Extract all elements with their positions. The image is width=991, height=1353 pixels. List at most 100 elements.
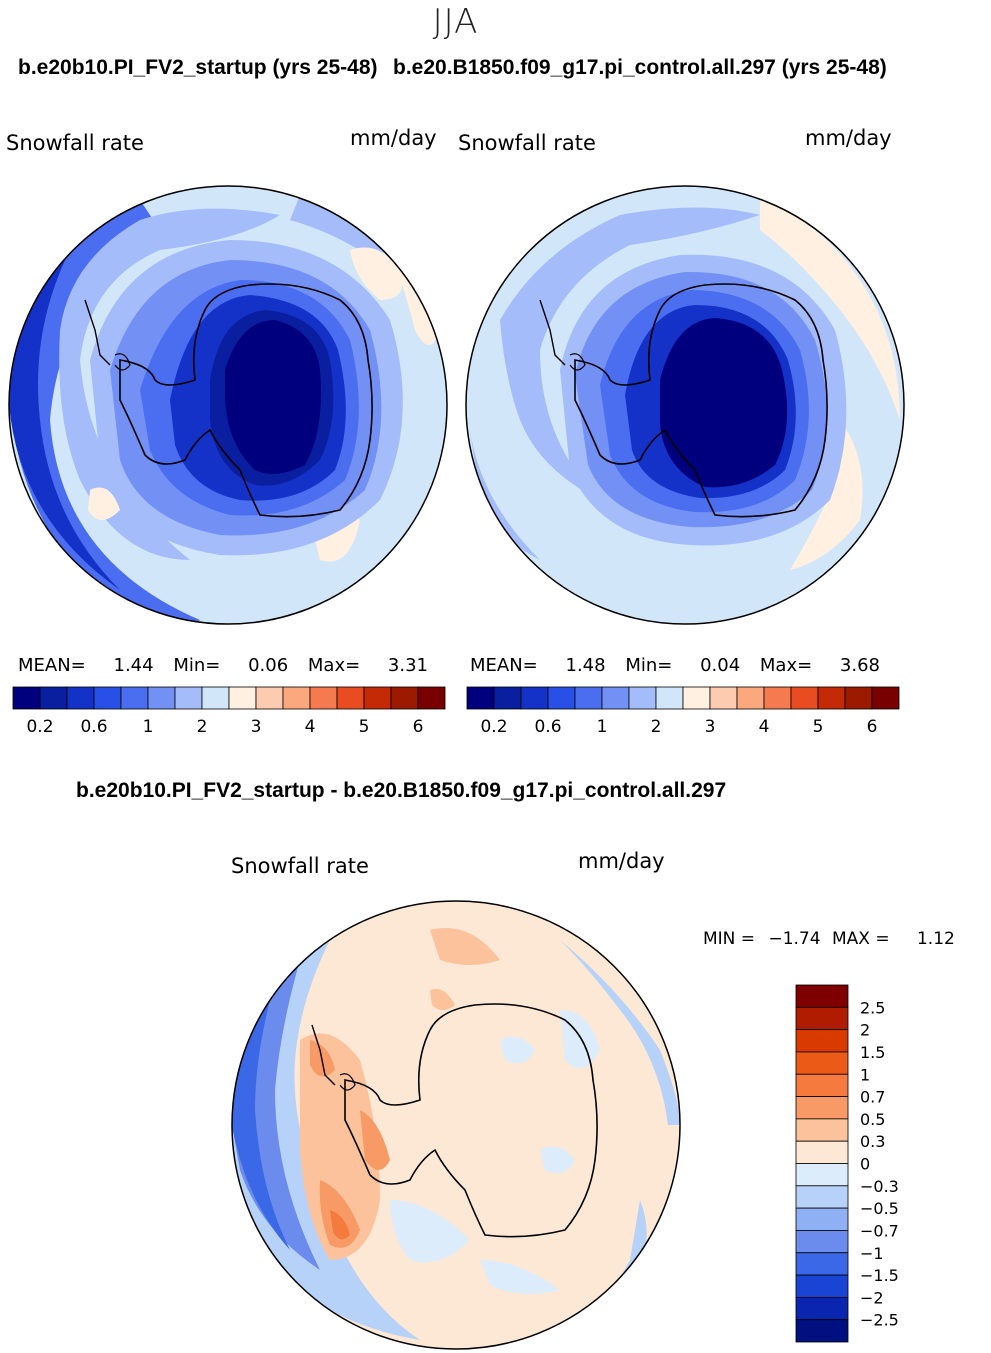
diff-min-value: −1.74: [768, 929, 821, 949]
right-colorbar-swatch: [709, 686, 738, 710]
right-stats: MEAN= 1.48 Min= 0.04 Max= 3.68: [470, 655, 880, 676]
left-colorbar-swatch: [363, 686, 392, 710]
diff-colorbar-swatch: [795, 1073, 849, 1097]
diff-variable-label: Snowfall rate: [231, 854, 369, 878]
right-colorbar-swatch: [628, 686, 657, 710]
diff-units-label: mm/day: [578, 849, 665, 873]
right-colorbar-tick-label: 0.2: [480, 717, 507, 737]
right-mean-label: MEAN=: [470, 655, 538, 676]
right-colorbar-tick-label: 0.6: [534, 717, 561, 737]
left-colorbar-swatch: [255, 686, 284, 710]
diff-colorbar-swatch: [795, 1319, 849, 1343]
diff-colorbar-label: −2.5: [860, 1311, 899, 1330]
right-colorbar-swatch: [574, 686, 603, 710]
left-stats: MEAN= 1.44 Min= 0.06 Max= 3.31: [18, 655, 428, 676]
left-colorbar-tick-label: 2: [197, 717, 208, 737]
left-mean-value: 1.44: [113, 655, 154, 676]
diff-colorbar-label: 0.5: [860, 1110, 885, 1129]
diff-colorbar-label: −1: [860, 1244, 884, 1263]
diff-colorbar-label: −0.7: [860, 1221, 899, 1240]
right-colorbar-tick-label: 6: [867, 717, 878, 737]
right-panel-title: b.e20.B1850.f09_g17.pi_control.all.297 (…: [393, 56, 887, 79]
right-units-label: mm/day: [805, 126, 892, 150]
diff-colorbar-swatch: [795, 1163, 849, 1187]
left-colorbar-swatch: [336, 686, 365, 710]
right-colorbar-swatch: [493, 686, 522, 710]
diff-colorbar-swatch: [795, 1207, 849, 1231]
diff-min-label: MIN =: [703, 929, 756, 949]
diff-colorbar-label: −2: [860, 1288, 884, 1307]
right-colorbar: 0.2 0.6 1 2 3 4 5 6: [466, 686, 900, 737]
left-colorbar-tick-label: 6: [413, 717, 424, 737]
right-max-label: Max=: [759, 655, 813, 676]
diff-colorbar-swatch: [795, 1051, 849, 1075]
left-colorbar-swatch: [282, 686, 311, 710]
difference-polar-map: [232, 901, 680, 1349]
left-colorbar-swatch: [66, 686, 95, 710]
left-colorbar-swatch: [93, 686, 122, 710]
diff-colorbar-swatch: [795, 1140, 849, 1164]
right-colorbar-swatch: [466, 686, 495, 710]
right-colorbar-swatch: [655, 686, 684, 710]
right-colorbar-swatch: [817, 686, 846, 710]
diff-colorbar-label: 1.5: [860, 1043, 885, 1062]
left-colorbar-swatch: [309, 686, 338, 710]
difference-title: b.e20b10.PI_FV2_startup - b.e20.B1850.f0…: [76, 779, 727, 802]
diff-colorbar-swatch: [795, 1230, 849, 1254]
diff-colorbar-label: −1.5: [860, 1266, 899, 1285]
left-colorbar-tick-label: 0.2: [26, 717, 53, 737]
left-variable-label: Snowfall rate: [6, 131, 144, 155]
left-colorbar-swatch: [417, 686, 446, 710]
left-polar-map: [9, 186, 447, 624]
left-colorbar-swatch: [39, 686, 68, 710]
left-mean-label: MEAN=: [18, 655, 86, 676]
right-colorbar-swatch: [763, 686, 792, 710]
diff-max-label: MAX =: [831, 929, 890, 949]
right-max-value: 3.68: [839, 655, 880, 676]
diff-colorbar-swatch: [795, 1296, 849, 1321]
left-max-label: Max=: [307, 655, 361, 676]
left-colorbar: 0.2 0.6 1 2 3 4 5 6: [12, 686, 446, 737]
diff-colorbar-swatch: [795, 1096, 849, 1120]
right-colorbar-tick-label: 1: [597, 717, 608, 737]
left-units-label: mm/day: [350, 126, 437, 150]
right-colorbar-swatch: [871, 686, 900, 710]
diff-colorbar-label: 2: [860, 1021, 870, 1040]
diff-minmax: MIN = −1.74 MAX = 1.12: [703, 929, 955, 949]
diff-colorbar-label: 0: [860, 1155, 870, 1174]
left-colorbar-tick-label: 4: [305, 717, 316, 737]
right-colorbar-swatch: [682, 686, 711, 710]
left-colorbar-swatch: [201, 686, 230, 710]
diff-colorbar-swatch: [795, 1185, 849, 1209]
left-panel-title: b.e20b10.PI_FV2_startup (yrs 25-48): [18, 56, 378, 79]
diff-colorbar-swatch: [795, 1006, 849, 1031]
left-colorbar-swatch: [12, 686, 41, 710]
left-colorbar-tick-label: 1: [143, 717, 154, 737]
right-colorbar-swatch: [520, 686, 549, 710]
diff-colorbar-label: 0.3: [860, 1132, 885, 1151]
left-min-value: 0.06: [248, 655, 289, 676]
right-colorbar-tick-label: 4: [759, 717, 770, 737]
diff-colorbar-swatch: [795, 1029, 849, 1053]
diff-colorbar-label: 2.5: [860, 998, 885, 1017]
right-colorbar-swatch: [736, 686, 765, 710]
diff-colorbar-swatch: [795, 984, 849, 1008]
diff-colorbar-swatch: [795, 1274, 849, 1298]
diff-max-value: 1.12: [916, 929, 955, 949]
diff-colorbar-label: −0.5: [860, 1199, 899, 1218]
diff-colorbar-label: 1: [860, 1065, 870, 1084]
right-colorbar-swatch: [601, 686, 630, 710]
left-colorbar-swatch: [228, 686, 257, 710]
diff-colorbar-swatch: [795, 1118, 849, 1142]
left-colorbar-tick-label: 5: [359, 717, 370, 737]
right-min-label: Min=: [625, 655, 673, 676]
right-polar-map: [466, 186, 904, 624]
left-min-label: Min=: [173, 655, 221, 676]
left-colorbar-swatch: [174, 686, 203, 710]
diff-colorbar-label: −0.3: [860, 1177, 899, 1196]
difference-colorbar: 2.5 2 1.5 1 0.7 0.5 0.3 0 −0.3 −0.5 −0.7 −1 −1.5 −2 −2…: [795, 984, 899, 1343]
right-mean-value: 1.48: [565, 655, 606, 676]
left-colorbar-swatch: [120, 686, 149, 710]
left-colorbar-swatch: [147, 686, 176, 710]
